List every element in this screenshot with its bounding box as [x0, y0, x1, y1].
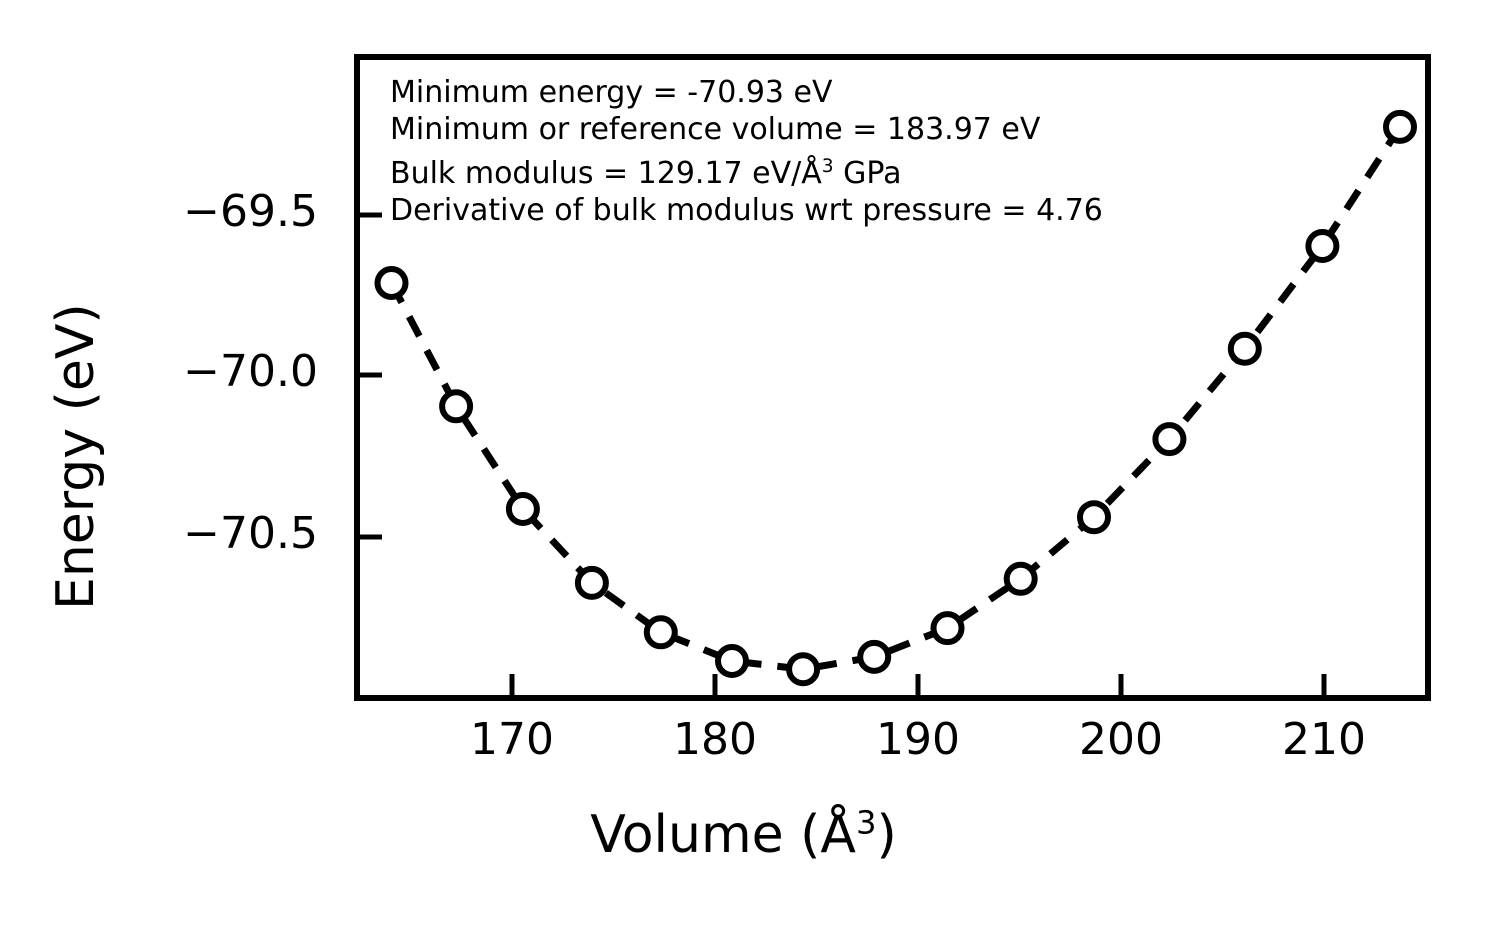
data-point-marker — [643, 615, 678, 650]
x-tick-label-1: 180 — [673, 714, 757, 765]
annotation-minimum-volume: Minimum or reference volume = 183.97 eV — [390, 112, 1041, 147]
x-axis-label: Volume (Å3) — [0, 805, 1487, 865]
data-point-marker — [1383, 109, 1417, 144]
x-tick-label-3: 200 — [1079, 714, 1163, 765]
x-tick-marks — [509, 674, 1327, 698]
x-axis-label-tail: ) — [876, 805, 897, 865]
y-tick-label-2: −70.5 — [183, 508, 318, 559]
annotation-bulk-modulus-pre: Bulk modulus = 129.17 eV/Å — [390, 156, 822, 191]
annotation-bulk-modulus-post: GPa — [833, 156, 902, 191]
data-point-marker — [930, 611, 965, 646]
data-point-marker — [439, 389, 474, 424]
x-axis-label-exponent: 3 — [855, 803, 877, 842]
y-axis-label: Energy (eV) — [46, 303, 106, 610]
data-point-marker — [374, 266, 409, 300]
fit-results-annotation: Minimum energy = -70.93 eV Minimum or re… — [390, 78, 1103, 233]
annotation-bulk-modulus: Bulk modulus = 129.17 eV/Å3 GPa — [390, 156, 1103, 191]
data-point-marker — [1227, 331, 1262, 366]
y-tick-label-1: −70.0 — [183, 346, 318, 397]
y-tick-marks — [357, 212, 382, 540]
data-point-marker — [857, 639, 892, 674]
annotation-bulk-modulus-exponent: 3 — [821, 156, 834, 177]
data-point-marker — [1152, 422, 1187, 457]
eos-data-markers — [374, 109, 1417, 687]
x-axis-label-base: Volume (Å — [590, 805, 856, 865]
x-tick-label-2: 190 — [876, 714, 960, 765]
annotation-minimum-energy: Minimum energy = -70.93 eV — [390, 75, 833, 110]
data-point-marker — [1003, 561, 1038, 596]
x-tick-label-0: 170 — [470, 714, 554, 765]
y-tick-label-0: −69.5 — [183, 186, 318, 237]
eos-curve — [388, 124, 1403, 673]
data-point-marker — [1305, 229, 1340, 263]
annotation-bulk-modulus-derivative: Derivative of bulk modulus wrt pressure … — [390, 193, 1103, 228]
x-tick-label-4: 210 — [1282, 714, 1366, 765]
data-point-marker — [1077, 500, 1111, 535]
data-point-marker — [715, 644, 749, 678]
data-point-marker — [786, 652, 821, 687]
data-point-marker — [505, 492, 540, 526]
data-point-marker — [574, 565, 609, 600]
